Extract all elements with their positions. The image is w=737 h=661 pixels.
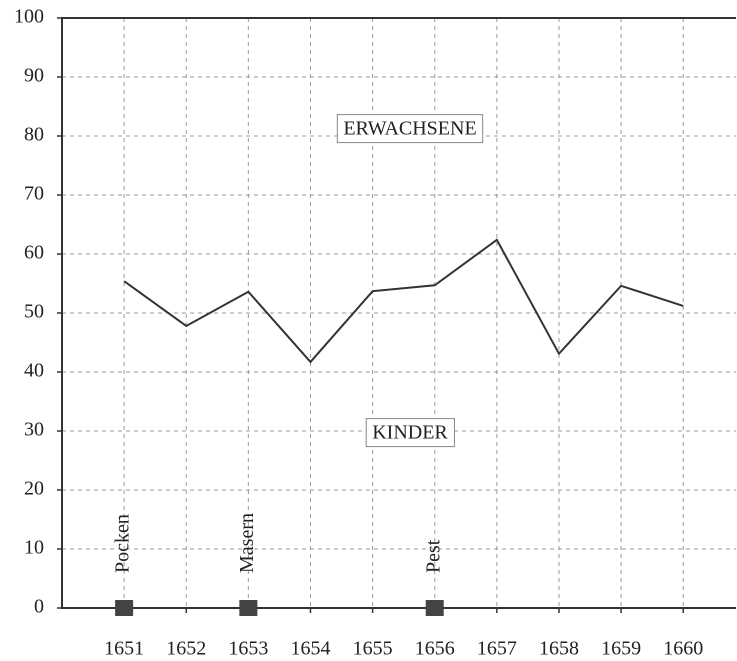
y-tick-label: 40 <box>24 360 44 382</box>
event-label: Pocken <box>112 514 134 573</box>
x-tick-label: 1658 <box>539 638 579 660</box>
event-marker <box>425 600 444 616</box>
annotation-box <box>336 114 484 144</box>
y-tick-label: 20 <box>24 478 44 500</box>
y-tick-label: 30 <box>24 419 44 441</box>
x-tick-label: 1653 <box>228 638 268 660</box>
event-label: Pest <box>422 539 444 573</box>
x-tick-label: 1657 <box>477 638 517 660</box>
data-line <box>123 238 684 364</box>
x-tick-label: 1659 <box>601 638 641 660</box>
annotation: KINDER <box>372 422 448 444</box>
y-tick-label: 100 <box>14 6 44 28</box>
y-tick-label: 80 <box>24 124 44 146</box>
x-tick-label: 1651 <box>104 638 144 660</box>
y-tick-label: 60 <box>24 242 44 264</box>
x-tick-label: 1655 <box>353 638 393 660</box>
x-tick-label: 1660 <box>663 638 703 660</box>
x-tick-label: 1654 <box>290 638 330 660</box>
x-tick-label: 1652 <box>166 638 206 660</box>
event-marker <box>115 600 134 616</box>
annotation: ERWACHSENE <box>343 118 476 140</box>
x-tick-label: 1656 <box>415 638 455 660</box>
event-label: Masern <box>236 513 258 573</box>
y-tick-label: 10 <box>24 537 44 559</box>
annotation-box <box>365 418 455 448</box>
plot-frame <box>61 17 736 609</box>
y-tick-label: 70 <box>24 183 44 205</box>
event-marker <box>239 600 258 616</box>
y-tick-label: 0 <box>34 596 44 618</box>
y-tick-label: 50 <box>24 301 44 323</box>
y-tick-label: 90 <box>24 65 44 87</box>
